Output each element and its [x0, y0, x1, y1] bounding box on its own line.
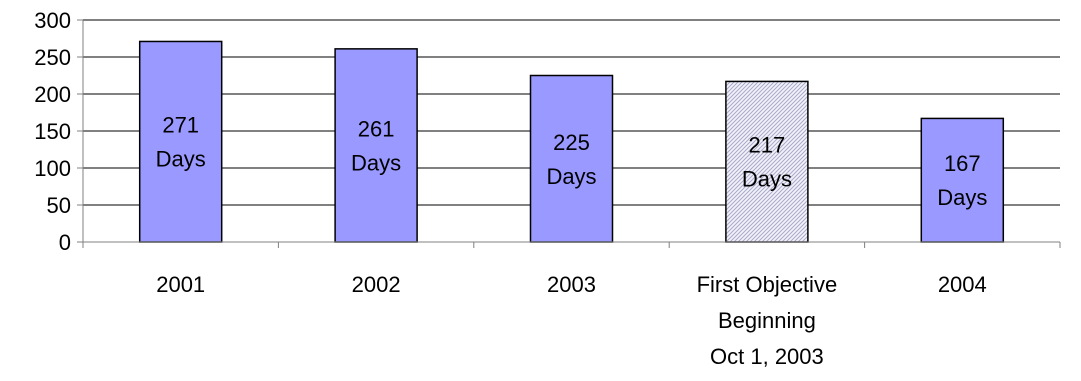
- category-label: First Objective Beginning Oct 1, 2003: [697, 272, 838, 369]
- bar: [334, 48, 418, 243]
- bar: [725, 80, 809, 243]
- data-label: 217 Days: [742, 133, 792, 192]
- y-tick-label: 300: [34, 8, 71, 33]
- y-tick-label: 200: [34, 82, 71, 107]
- y-tick-label: 50: [47, 193, 71, 218]
- category-label: 2001: [156, 272, 205, 297]
- bar: [920, 117, 1005, 243]
- axes: [77, 19, 1061, 248]
- data-label: 261 Days: [351, 116, 401, 175]
- y-tick-label: 150: [34, 119, 71, 144]
- y-tick-label: 0: [59, 230, 71, 255]
- bars: [138, 40, 1005, 243]
- bar: [138, 40, 223, 243]
- y-tick-label: 250: [34, 45, 71, 70]
- category-label: 2002: [352, 272, 401, 297]
- category-label: 2003: [547, 272, 596, 297]
- data-label: 225 Days: [546, 130, 596, 189]
- data-label: 271 Days: [156, 113, 206, 172]
- category-label: 2004: [938, 272, 987, 297]
- bar: [529, 74, 614, 243]
- data-labels: 271 Days 261 Days 225 Days 217 Days 167 Days: [156, 113, 988, 210]
- y-tick-label: 100: [34, 156, 71, 181]
- y-tick-labels: 0 50 100 150 200 250 300: [34, 8, 71, 255]
- data-label: 167 Days: [937, 151, 987, 210]
- category-labels: 2001 2002 2003 First Objective Beginning Oct …: [156, 272, 987, 369]
